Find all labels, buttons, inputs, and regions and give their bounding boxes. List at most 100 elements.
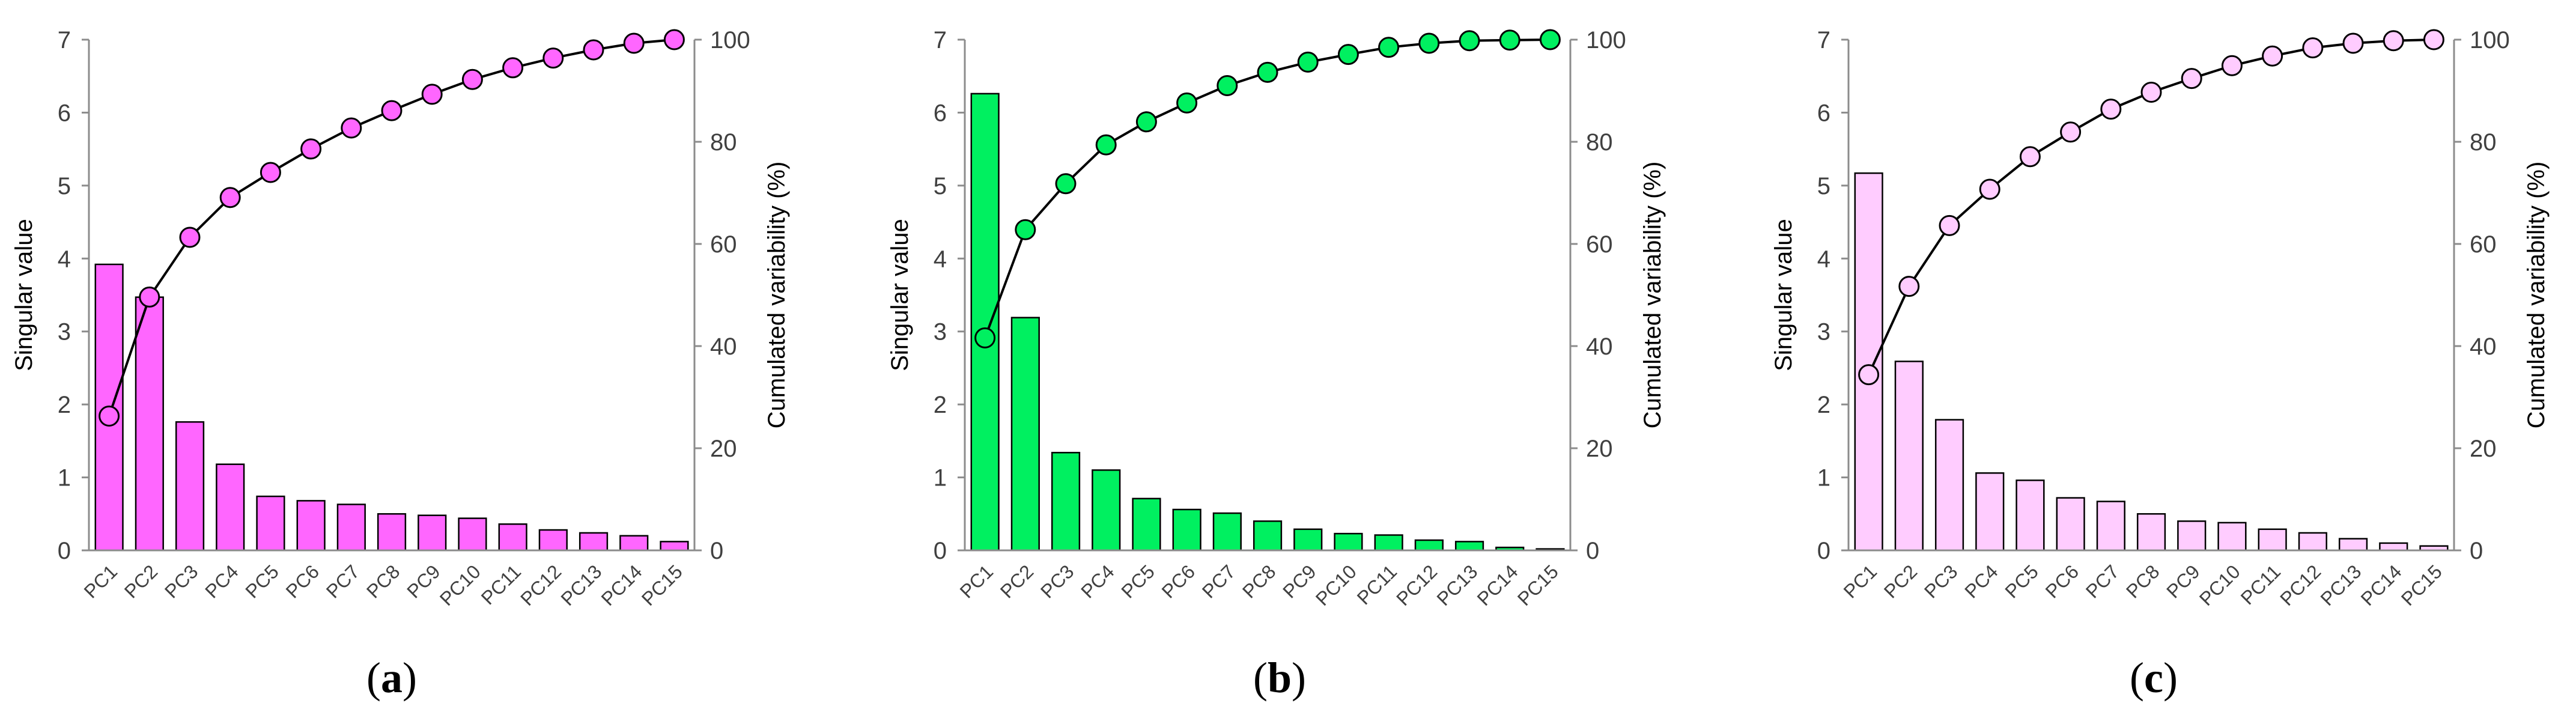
cumulated-point-pc10 (2221, 55, 2243, 76)
cumulated-point-pc9 (421, 84, 443, 105)
category-label-pc1: PC1 (956, 561, 997, 602)
cumulated-point-pc8 (2140, 82, 2162, 103)
bar-pc2 (1010, 317, 1040, 552)
category-label-pc1: PC1 (80, 561, 121, 602)
bar-pc8 (377, 513, 407, 552)
right-tick-label: 60 (1586, 231, 1613, 258)
cumulated-point-pc6 (300, 138, 322, 160)
category-label-pc13: PC13 (2316, 561, 2365, 610)
cumulated-point-pc10 (1337, 44, 1359, 65)
caption-letter: b (1268, 654, 1292, 702)
bar-pc8 (1253, 520, 1283, 552)
category-label-pc12: PC12 (516, 561, 565, 610)
left-tick-label: 3 (1817, 319, 1830, 345)
bar-pc8 (2136, 513, 2166, 552)
chart-panel-c: 01234567020406080100PC1PC2PC3PC4PC5PC6PC… (1770, 27, 2550, 702)
right-tick-label: 20 (1586, 436, 1613, 462)
bar-pc1 (970, 93, 1000, 552)
bar-pc11 (498, 523, 527, 552)
left-tick-label: 2 (934, 392, 947, 418)
cumulated-point-pc14 (2383, 30, 2404, 52)
bar-pc7 (1212, 512, 1242, 552)
left-tick-label: 1 (934, 465, 947, 491)
bar-pc10 (1334, 532, 1363, 552)
cumulated-point-pc4 (1979, 178, 2000, 200)
category-label-pc12: PC12 (1392, 561, 1441, 610)
cumulated-point-pc2 (1015, 219, 1036, 240)
y-axis-title: Singular value (1770, 219, 1797, 371)
category-label-pc10: PC10 (436, 561, 485, 610)
cumulated-point-pc15 (1539, 29, 1561, 50)
bar-pc9 (418, 514, 447, 552)
category-label-pc8: PC8 (362, 561, 404, 602)
bar-pc3 (1051, 452, 1081, 552)
cumulated-point-pc11 (2262, 45, 2283, 67)
left-tick-label: 0 (934, 538, 947, 564)
cumulated-point-pc3 (1055, 173, 1077, 195)
cumulated-point-pc3 (1939, 214, 1960, 236)
category-label-pc6: PC6 (282, 561, 323, 602)
cumulated-point-pc13 (583, 39, 604, 61)
category-label-pc8: PC8 (1238, 561, 1280, 602)
left-tick-label: 4 (934, 246, 947, 272)
category-label-pc13: PC13 (1432, 561, 1481, 610)
right-tick-label: 20 (2470, 436, 2497, 462)
bar-pc11 (1374, 534, 1403, 552)
cumulated-point-pc12 (1418, 32, 1440, 54)
bar-pc4 (216, 463, 245, 552)
cumulated-point-pc8 (1257, 61, 1278, 83)
cumulated-point-pc11 (502, 57, 524, 79)
left-tick-label: 7 (1817, 27, 1830, 53)
right-tick-label: 0 (710, 538, 723, 564)
bar-pc2 (1894, 361, 1924, 552)
category-label-pc14: PC14 (2357, 561, 2406, 610)
category-label-pc4: PC4 (1077, 561, 1118, 602)
category-label-pc15: PC15 (2397, 561, 2446, 610)
left-tick-label: 6 (934, 100, 947, 126)
right-tick-label: 80 (710, 129, 737, 156)
y-axis-title: Singular value (887, 219, 913, 371)
right-tick-label: 0 (2470, 538, 2483, 564)
right-tick-label: 0 (1586, 538, 1599, 564)
cumulated-point-pc13 (2342, 32, 2364, 54)
category-label-pc10: PC10 (2195, 561, 2244, 610)
right-tick-label: 60 (710, 231, 737, 258)
right-tick-label: 40 (1586, 333, 1613, 360)
cumulated-point-pc7 (341, 117, 362, 139)
right-tick-label: 100 (710, 27, 750, 53)
left-tick-label: 0 (1817, 538, 1830, 564)
cumulated-point-pc2 (139, 286, 160, 308)
left-tick-label: 4 (58, 246, 71, 272)
bar-pc1 (1854, 172, 1883, 552)
panel-caption: (b) (1253, 654, 1306, 702)
cumulated-point-pc15 (663, 29, 685, 50)
cumulated-point-pc14 (1499, 29, 1520, 51)
bar-pc12 (1414, 539, 1444, 552)
category-label-pc14: PC14 (1473, 561, 1522, 610)
right-tick-label: 80 (2470, 129, 2497, 156)
left-tick-label: 5 (934, 173, 947, 199)
category-label-pc6: PC6 (1158, 561, 1199, 602)
panel-caption: (a) (366, 654, 417, 702)
category-label-pc12: PC12 (2276, 561, 2325, 610)
chart-panel-a: 01234567020406080100PC1PC2PC3PC4PC5PC6PC… (11, 27, 790, 702)
category-label-pc7: PC7 (2082, 561, 2123, 602)
category-label-pc11: PC11 (1353, 561, 1401, 609)
cumulated-point-pc1 (1858, 364, 1880, 386)
category-label-pc7: PC7 (1198, 561, 1239, 602)
cumulated-point-pc11 (1378, 37, 1400, 58)
bar-pc14 (619, 535, 649, 552)
cumulated-point-pc13 (1459, 30, 1480, 52)
left-tick-label: 3 (58, 319, 71, 345)
caption-close-paren: ) (2163, 654, 2178, 702)
bar-pc5 (1132, 497, 1161, 552)
bar-pc6 (2056, 497, 2085, 552)
caption-close-paren: ) (402, 654, 417, 702)
y2-axis-title: Cumulated variability (%) (1639, 162, 1666, 429)
bar-pc13 (2338, 538, 2368, 552)
right-tick-label: 100 (1586, 27, 1626, 53)
caption-letter: c (2144, 654, 2163, 702)
right-tick-label: 40 (2470, 333, 2497, 360)
cumulated-point-pc9 (2181, 68, 2202, 90)
